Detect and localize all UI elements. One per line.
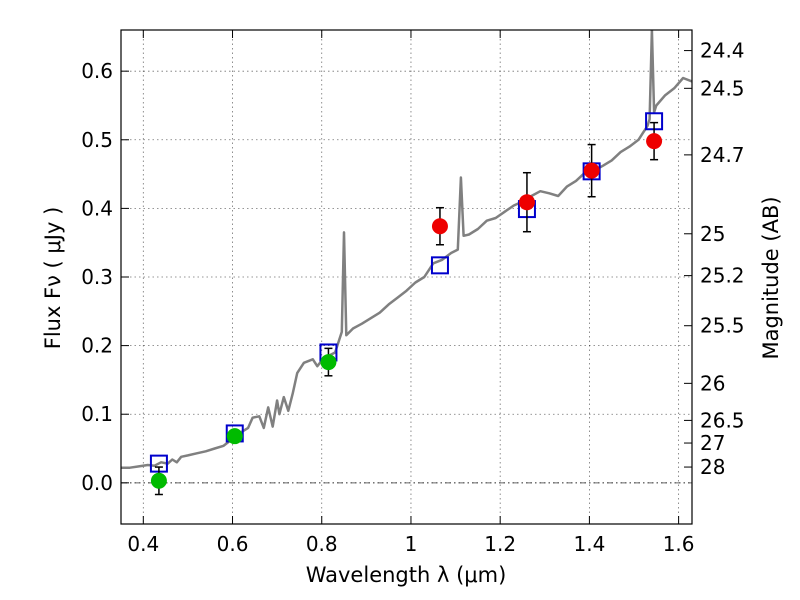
y-tick-label: 0.4 (81, 196, 113, 220)
observed-point (226, 428, 243, 445)
y-tick-label: 0.5 (81, 128, 113, 152)
y-tick-label: 0.3 (81, 265, 113, 289)
observed-point (646, 133, 663, 150)
x-tick-label: 0.4 (127, 532, 159, 556)
model-band-square (430, 256, 449, 275)
observed-point (583, 162, 600, 179)
x-tick-label: 1.2 (484, 532, 516, 556)
data-layer (121, 30, 692, 496)
x-tick-label: 1 (405, 532, 418, 556)
right-tick-label: 27 (700, 431, 725, 455)
observed-point (150, 472, 167, 489)
right-tick-label: 24.4 (700, 39, 745, 63)
right-tick-label: 26.5 (700, 408, 745, 432)
y-tick-label: 0.0 (81, 471, 113, 495)
observed-point (320, 354, 337, 371)
x-tick-label: 1.4 (573, 532, 605, 556)
right-tick-label: 24.7 (700, 143, 745, 167)
y-tick-label: 0.1 (81, 402, 113, 426)
observed-point (431, 218, 448, 235)
x-axis-label: Wavelength λ (μm) (306, 563, 507, 587)
y-axis-label: Flux Fν ( μJy ) (41, 207, 65, 350)
observed-point (518, 194, 535, 211)
y-axis-right-label: Magnitude (AB) (759, 196, 783, 359)
tick-marks (121, 30, 692, 524)
x-tick-label: 0.6 (217, 532, 249, 556)
x-tick-label: 0.8 (306, 532, 338, 556)
right-tick-label: 24.5 (700, 76, 745, 100)
right-tick-label: 25 (700, 222, 725, 246)
model-spectrum-line (121, 30, 692, 469)
y-tick-label: 0.6 (81, 59, 113, 83)
x-tick-label: 1.6 (663, 532, 695, 556)
tick-labels: 0.4 0.6 0.8 1 1.2 1.4 1.6 0.0 0.1 0.2 0.3 0.4 0.5 0.6… (81, 39, 744, 556)
y-tick-label: 0.2 (81, 334, 113, 358)
right-tick-label: 25.5 (700, 314, 745, 338)
right-tick-label: 28 (700, 455, 725, 479)
right-tick-label: 25.2 (700, 264, 745, 288)
right-tick-label: 26 (700, 371, 725, 395)
